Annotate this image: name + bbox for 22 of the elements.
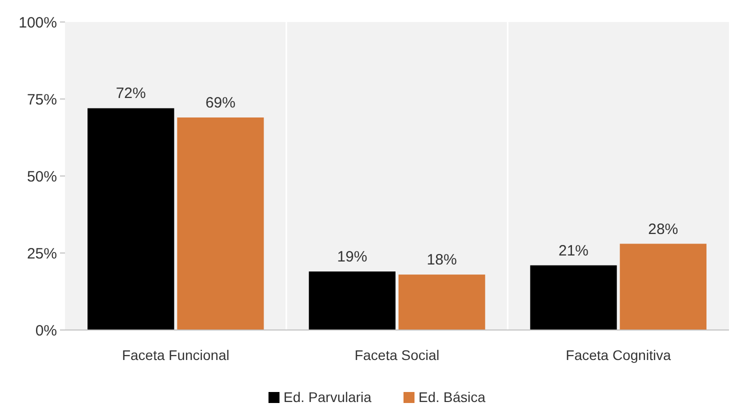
legend-label: Ed. Básica [418,389,486,405]
y-tick-label: 0% [35,322,57,340]
text: 28% [648,220,678,238]
bar [620,244,706,330]
x-tick-label: Faceta Social [354,347,440,363]
y-tick-label: 100% [18,14,57,32]
bar [308,271,396,330]
text: 18% [426,252,457,269]
bar [530,265,617,330]
bar [88,108,174,330]
bar [177,117,264,330]
x-tick-label: Faceta Funcional [122,347,230,363]
text: 19% [337,248,368,266]
text: 69% [205,94,236,112]
text: 72% [116,85,146,102]
bar [398,274,486,330]
y-tick-label: 50% [26,168,57,186]
x-tick-label: Faceta Cognitiva [566,347,672,363]
legend-label: Ed. Parvularia [284,389,372,405]
y-tick-label: 75% [26,91,57,108]
y-tick-label: 25% [26,245,57,262]
text: 21% [558,242,589,260]
